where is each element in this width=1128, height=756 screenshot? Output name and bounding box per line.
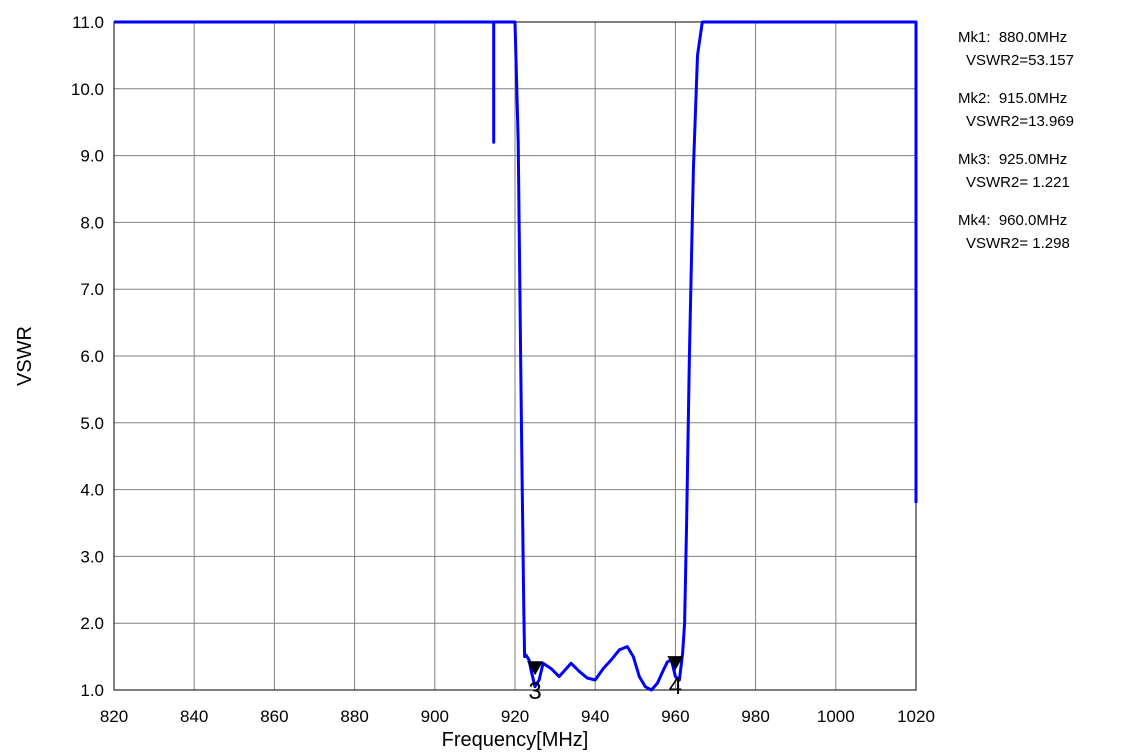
vswr-chart: 820 840 860 880 900 920 940 960 980 1000 1020 1.0 2…: [14, 13, 935, 751]
marker-4-vswr: VSWR2= 1.298: [966, 235, 1070, 252]
x-tick-label: 1020: [897, 707, 935, 726]
marker-2-frequency: Mk2: 915.0MHz: [958, 90, 1068, 107]
x-tick-label: 880: [340, 707, 368, 726]
x-tick-label: 1000: [817, 707, 855, 726]
x-tick-label: 920: [501, 707, 529, 726]
grid: [114, 22, 916, 690]
marker-3-label: 3: [528, 678, 541, 705]
vswr-series-line: [114, 20, 918, 692]
x-tick-label: 980: [741, 707, 769, 726]
y-axis-title: VSWR: [14, 326, 36, 386]
marker-3-triangle: [527, 661, 544, 676]
x-tick-label: 840: [180, 707, 208, 726]
y-tick-label: 11.0: [72, 13, 104, 32]
y-tick-labels: 1.0 2.0 3.0 4.0 5.0 6.0 7.0 8.0 9.0 10.0 11.0: [71, 13, 104, 700]
series-group: [114, 20, 918, 692]
marker-readout-1: Mk1: 880.0MHz VSWR2=53.157: [958, 26, 1123, 72]
y-tick-label: 10.0: [71, 80, 104, 99]
y-tick-label: 2.0: [80, 614, 104, 633]
marker-readout-3: Mk3: 925.0MHz VSWR2= 1.221: [958, 148, 1123, 194]
x-tick-label: 820: [100, 707, 128, 726]
y-tick-label: 5.0: [80, 414, 104, 433]
y-tick-label: 1.0: [80, 681, 104, 700]
marker-3-frequency: Mk3: 925.0MHz: [958, 151, 1068, 168]
x-tick-label: 900: [421, 707, 449, 726]
y-tick-label: 9.0: [80, 147, 104, 166]
marker-readout-2: Mk2: 915.0MHz VSWR2=13.969: [958, 87, 1123, 133]
marker-1-frequency: Mk1: 880.0MHz: [958, 29, 1068, 46]
y-tick-label: 8.0: [80, 213, 104, 232]
y-tick-label: 7.0: [80, 280, 104, 299]
marker-readout-4: Mk4: 960.0MHz VSWR2= 1.298: [958, 209, 1123, 255]
x-tick-label: 860: [260, 707, 288, 726]
y-tick-label: 3.0: [80, 547, 104, 566]
x-tick-label: 940: [581, 707, 609, 726]
x-tick-label: 960: [661, 707, 689, 726]
marker-4-label: 4: [669, 673, 682, 700]
y-tick-label: 6.0: [80, 347, 104, 366]
marker-2-vswr: VSWR2=13.969: [966, 113, 1074, 130]
marker-4-triangle: [667, 656, 684, 671]
marker-1-vswr: VSWR2=53.157: [966, 52, 1074, 69]
marker-3-vswr: VSWR2= 1.221: [966, 174, 1070, 191]
y-tick-label: 4.0: [80, 481, 104, 500]
x-axis-title: Frequency[MHz]: [442, 729, 589, 751]
x-tick-labels: 820 840 860 880 900 920 940 960 980 1000 1020: [100, 707, 935, 726]
marker-4-frequency: Mk4: 960.0MHz: [958, 212, 1068, 229]
marker-readouts: Mk1: 880.0MHz VSWR2=53.157 Mk2: 915.0MHz…: [958, 26, 1123, 270]
